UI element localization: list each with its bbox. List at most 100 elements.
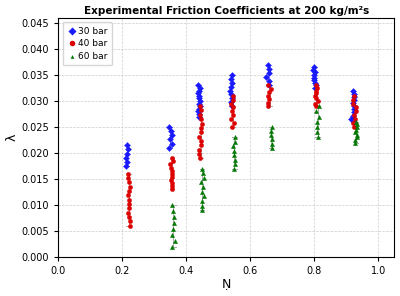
Point: [125, 210, 132, 215]
Point: [127, 219, 133, 224]
Point: [315, 135, 321, 140]
Point: [352, 105, 359, 110]
Point: [312, 96, 319, 101]
Point: [124, 160, 130, 164]
Point: [196, 104, 203, 109]
Point: [352, 117, 358, 122]
Point: [195, 91, 202, 96]
Point: [314, 119, 320, 124]
Point: [198, 126, 204, 130]
Point: [350, 110, 357, 115]
Title: Experimental Friction Coefficients at 200 kg/m²s: Experimental Friction Coefficients at 20…: [84, 6, 369, 16]
Point: [269, 137, 276, 142]
Point: [196, 114, 202, 119]
Point: [314, 99, 321, 103]
Point: [169, 232, 176, 237]
Point: [314, 86, 320, 90]
Point: [196, 88, 202, 93]
Point: [350, 94, 357, 99]
Point: [229, 81, 235, 85]
Point: [265, 94, 272, 98]
Point: [354, 132, 360, 137]
Point: [126, 202, 132, 207]
Point: [196, 94, 202, 98]
Point: [352, 138, 358, 142]
Point: [229, 104, 236, 109]
Point: [312, 81, 319, 85]
Point: [122, 164, 129, 168]
Point: [311, 78, 318, 83]
Point: [350, 94, 357, 98]
Point: [263, 75, 270, 79]
Point: [350, 97, 356, 102]
Point: [127, 223, 133, 228]
Point: [197, 104, 203, 109]
Point: [228, 100, 234, 104]
Point: [265, 79, 272, 83]
Point: [200, 194, 207, 199]
Point: [228, 76, 234, 81]
Point: [313, 109, 320, 114]
Point: [310, 65, 317, 70]
Point: [312, 86, 318, 90]
Point: [196, 112, 202, 116]
Point: [199, 208, 206, 213]
Point: [167, 137, 173, 142]
Point: [199, 199, 206, 203]
Point: [350, 121, 357, 126]
Point: [196, 86, 203, 90]
Point: [265, 83, 272, 88]
Point: [166, 145, 172, 150]
Point: [169, 184, 176, 189]
Point: [231, 153, 237, 157]
Point: [312, 101, 318, 106]
Point: [316, 104, 322, 109]
Point: [350, 125, 357, 129]
Point: [198, 108, 204, 113]
Point: [124, 147, 131, 152]
Point: [228, 101, 234, 106]
Point: [312, 104, 319, 109]
Point: [170, 209, 176, 213]
Point: [265, 100, 271, 105]
Point: [232, 139, 238, 144]
Point: [354, 135, 360, 140]
Point: [198, 139, 204, 143]
Point: [269, 141, 275, 146]
Point: [350, 101, 356, 106]
X-axis label: Ṇ: Ṇ: [222, 277, 231, 290]
Point: [230, 121, 237, 126]
Point: [170, 159, 176, 164]
Point: [125, 176, 132, 181]
Point: [314, 130, 320, 135]
Point: [200, 185, 207, 189]
Point: [265, 70, 272, 75]
Point: [265, 104, 271, 109]
Y-axis label: λ: λ: [6, 134, 18, 141]
Point: [232, 162, 238, 166]
Point: [126, 180, 132, 185]
Point: [126, 206, 132, 211]
Point: [171, 215, 177, 219]
Point: [313, 91, 320, 96]
Point: [169, 203, 175, 207]
Point: [196, 96, 202, 101]
Point: [227, 88, 233, 93]
Point: [196, 134, 203, 139]
Point: [196, 101, 202, 106]
Point: [123, 155, 130, 160]
Point: [348, 116, 354, 121]
Point: [266, 90, 272, 95]
Point: [230, 97, 236, 102]
Point: [350, 113, 357, 118]
Point: [169, 244, 175, 249]
Point: [228, 117, 234, 122]
Point: [200, 176, 207, 180]
Point: [169, 168, 175, 173]
Point: [124, 151, 130, 156]
Point: [351, 98, 357, 102]
Point: [350, 88, 356, 93]
Point: [352, 140, 358, 145]
Point: [266, 97, 272, 102]
Point: [353, 109, 359, 114]
